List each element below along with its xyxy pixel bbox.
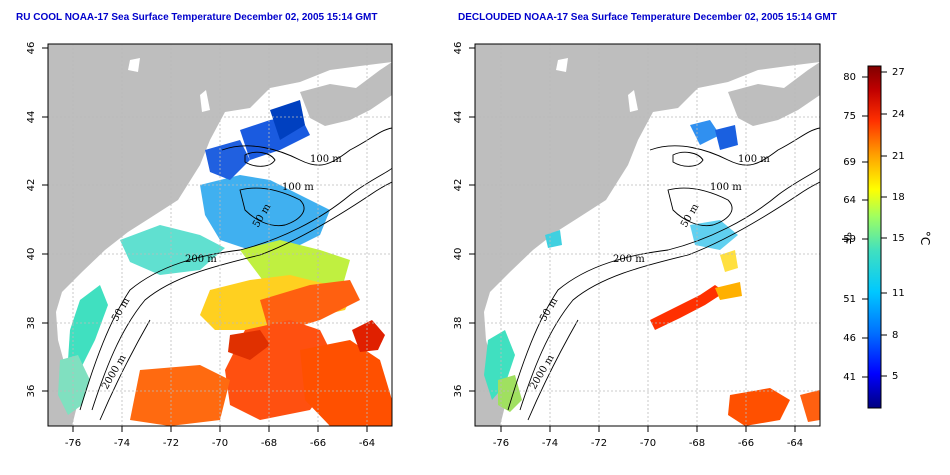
lat-tick-label: 42 bbox=[453, 179, 464, 192]
left-map-panel: 100 m 100 m 50 m 200 m 50 m 2000 m -76 -… bbox=[26, 42, 393, 449]
lat-tick-label: 42 bbox=[26, 179, 37, 192]
lon-tick-label: -64 bbox=[359, 438, 375, 449]
celsius-tick-label: 8 bbox=[892, 330, 898, 341]
fahrenheit-tick-label: 51 bbox=[843, 294, 856, 305]
temperature-colorbar: 80 75 69 64 59 51 46 41 27 24 21 18 15 1… bbox=[839, 65, 932, 409]
fahrenheit-tick-label: 69 bbox=[843, 157, 856, 168]
lat-tick-label: 36 bbox=[453, 385, 464, 398]
lon-tick-label: -68 bbox=[261, 438, 277, 449]
lat-tick-label: 40 bbox=[26, 248, 37, 261]
left-map-title: RU COOL NOAA-17 Sea Surface Temperature … bbox=[16, 12, 378, 23]
fahrenheit-tick-label: 80 bbox=[843, 72, 856, 83]
fahrenheit-tick-label: 41 bbox=[843, 372, 856, 383]
left-sst-field bbox=[58, 100, 392, 426]
left-map-lake bbox=[128, 58, 140, 72]
celsius-tick-label: 21 bbox=[892, 151, 905, 162]
right-tick-marks bbox=[469, 47, 796, 432]
right-contour-label: 100 m bbox=[710, 182, 742, 193]
left-contours bbox=[79, 127, 392, 421]
right-map-nova-scotia bbox=[728, 62, 820, 126]
right-lat-labels: 46 44 42 40 38 36 bbox=[453, 42, 464, 398]
lon-tick-label: -74 bbox=[114, 438, 130, 449]
left-contour-label: 100 m bbox=[282, 182, 314, 193]
colorbar-ticks bbox=[862, 71, 887, 378]
lat-tick-label: 40 bbox=[453, 248, 464, 261]
colorbar-gradient bbox=[867, 65, 882, 409]
lon-tick-label: -76 bbox=[493, 438, 509, 449]
lat-tick-label: 44 bbox=[453, 111, 464, 124]
right-contour-label: 200 m bbox=[613, 254, 645, 265]
fahrenheit-unit-label: °F bbox=[839, 232, 853, 245]
lat-tick-label: 46 bbox=[26, 42, 37, 55]
lon-tick-label: -70 bbox=[640, 438, 656, 449]
right-map-panel: 100 m 100 m 50 m 200 m 50 m 2000 m -76 -… bbox=[453, 42, 821, 449]
right-map-lake bbox=[556, 58, 568, 72]
fahrenheit-tick-label: 46 bbox=[843, 333, 856, 344]
fahrenheit-tick-label: 59 bbox=[843, 234, 856, 245]
right-map-title: DECLOUDED NOAA-17 Sea Surface Temperatur… bbox=[458, 12, 837, 23]
lat-tick-label: 38 bbox=[26, 317, 37, 330]
lat-tick-label: 46 bbox=[453, 42, 464, 55]
celsius-unit-label: °C bbox=[918, 231, 932, 245]
right-map-lake bbox=[628, 90, 638, 112]
left-map-land bbox=[48, 44, 392, 426]
fahrenheit-tick-label: 75 bbox=[843, 111, 856, 122]
lon-tick-label: -72 bbox=[591, 438, 607, 449]
right-sst-field bbox=[484, 120, 820, 426]
fahrenheit-labels: 80 75 69 64 59 51 46 41 bbox=[843, 72, 856, 383]
left-graticule bbox=[48, 44, 392, 426]
left-lat-labels: 46 44 42 40 38 36 bbox=[26, 42, 37, 398]
right-graticule bbox=[475, 44, 820, 426]
left-tick-marks bbox=[42, 47, 368, 432]
lon-tick-label: -66 bbox=[310, 438, 326, 449]
fahrenheit-tick-label: 64 bbox=[843, 195, 856, 206]
lat-tick-label: 36 bbox=[26, 385, 37, 398]
lat-tick-label: 38 bbox=[453, 317, 464, 330]
left-lon-labels: -76 -74 -72 -70 -68 -66 -64 bbox=[65, 438, 375, 449]
left-map-nova-scotia bbox=[300, 62, 392, 126]
left-contour-label: 200 m bbox=[185, 254, 217, 265]
right-contour-label: 100 m bbox=[738, 154, 770, 165]
left-map-lake bbox=[200, 90, 210, 112]
celsius-tick-label: 18 bbox=[892, 192, 905, 203]
right-map-land bbox=[475, 44, 820, 426]
lon-tick-label: -74 bbox=[542, 438, 558, 449]
lon-tick-label: -68 bbox=[689, 438, 705, 449]
lon-tick-label: -64 bbox=[787, 438, 803, 449]
celsius-tick-label: 15 bbox=[892, 233, 905, 244]
lon-tick-label: -72 bbox=[163, 438, 179, 449]
lon-tick-label: -70 bbox=[212, 438, 228, 449]
left-contour-label: 100 m bbox=[310, 154, 342, 165]
right-lon-labels: -76 -74 -72 -70 -68 -66 -64 bbox=[493, 438, 803, 449]
lat-tick-label: 44 bbox=[26, 111, 37, 124]
lon-tick-label: -76 bbox=[65, 438, 81, 449]
celsius-tick-label: 24 bbox=[892, 109, 905, 120]
lon-tick-label: -66 bbox=[738, 438, 754, 449]
right-contours bbox=[507, 127, 820, 421]
celsius-labels: 27 24 21 18 15 11 8 5 bbox=[892, 67, 905, 382]
celsius-tick-label: 5 bbox=[892, 371, 898, 382]
celsius-tick-label: 27 bbox=[892, 67, 905, 78]
celsius-tick-label: 11 bbox=[892, 288, 905, 299]
